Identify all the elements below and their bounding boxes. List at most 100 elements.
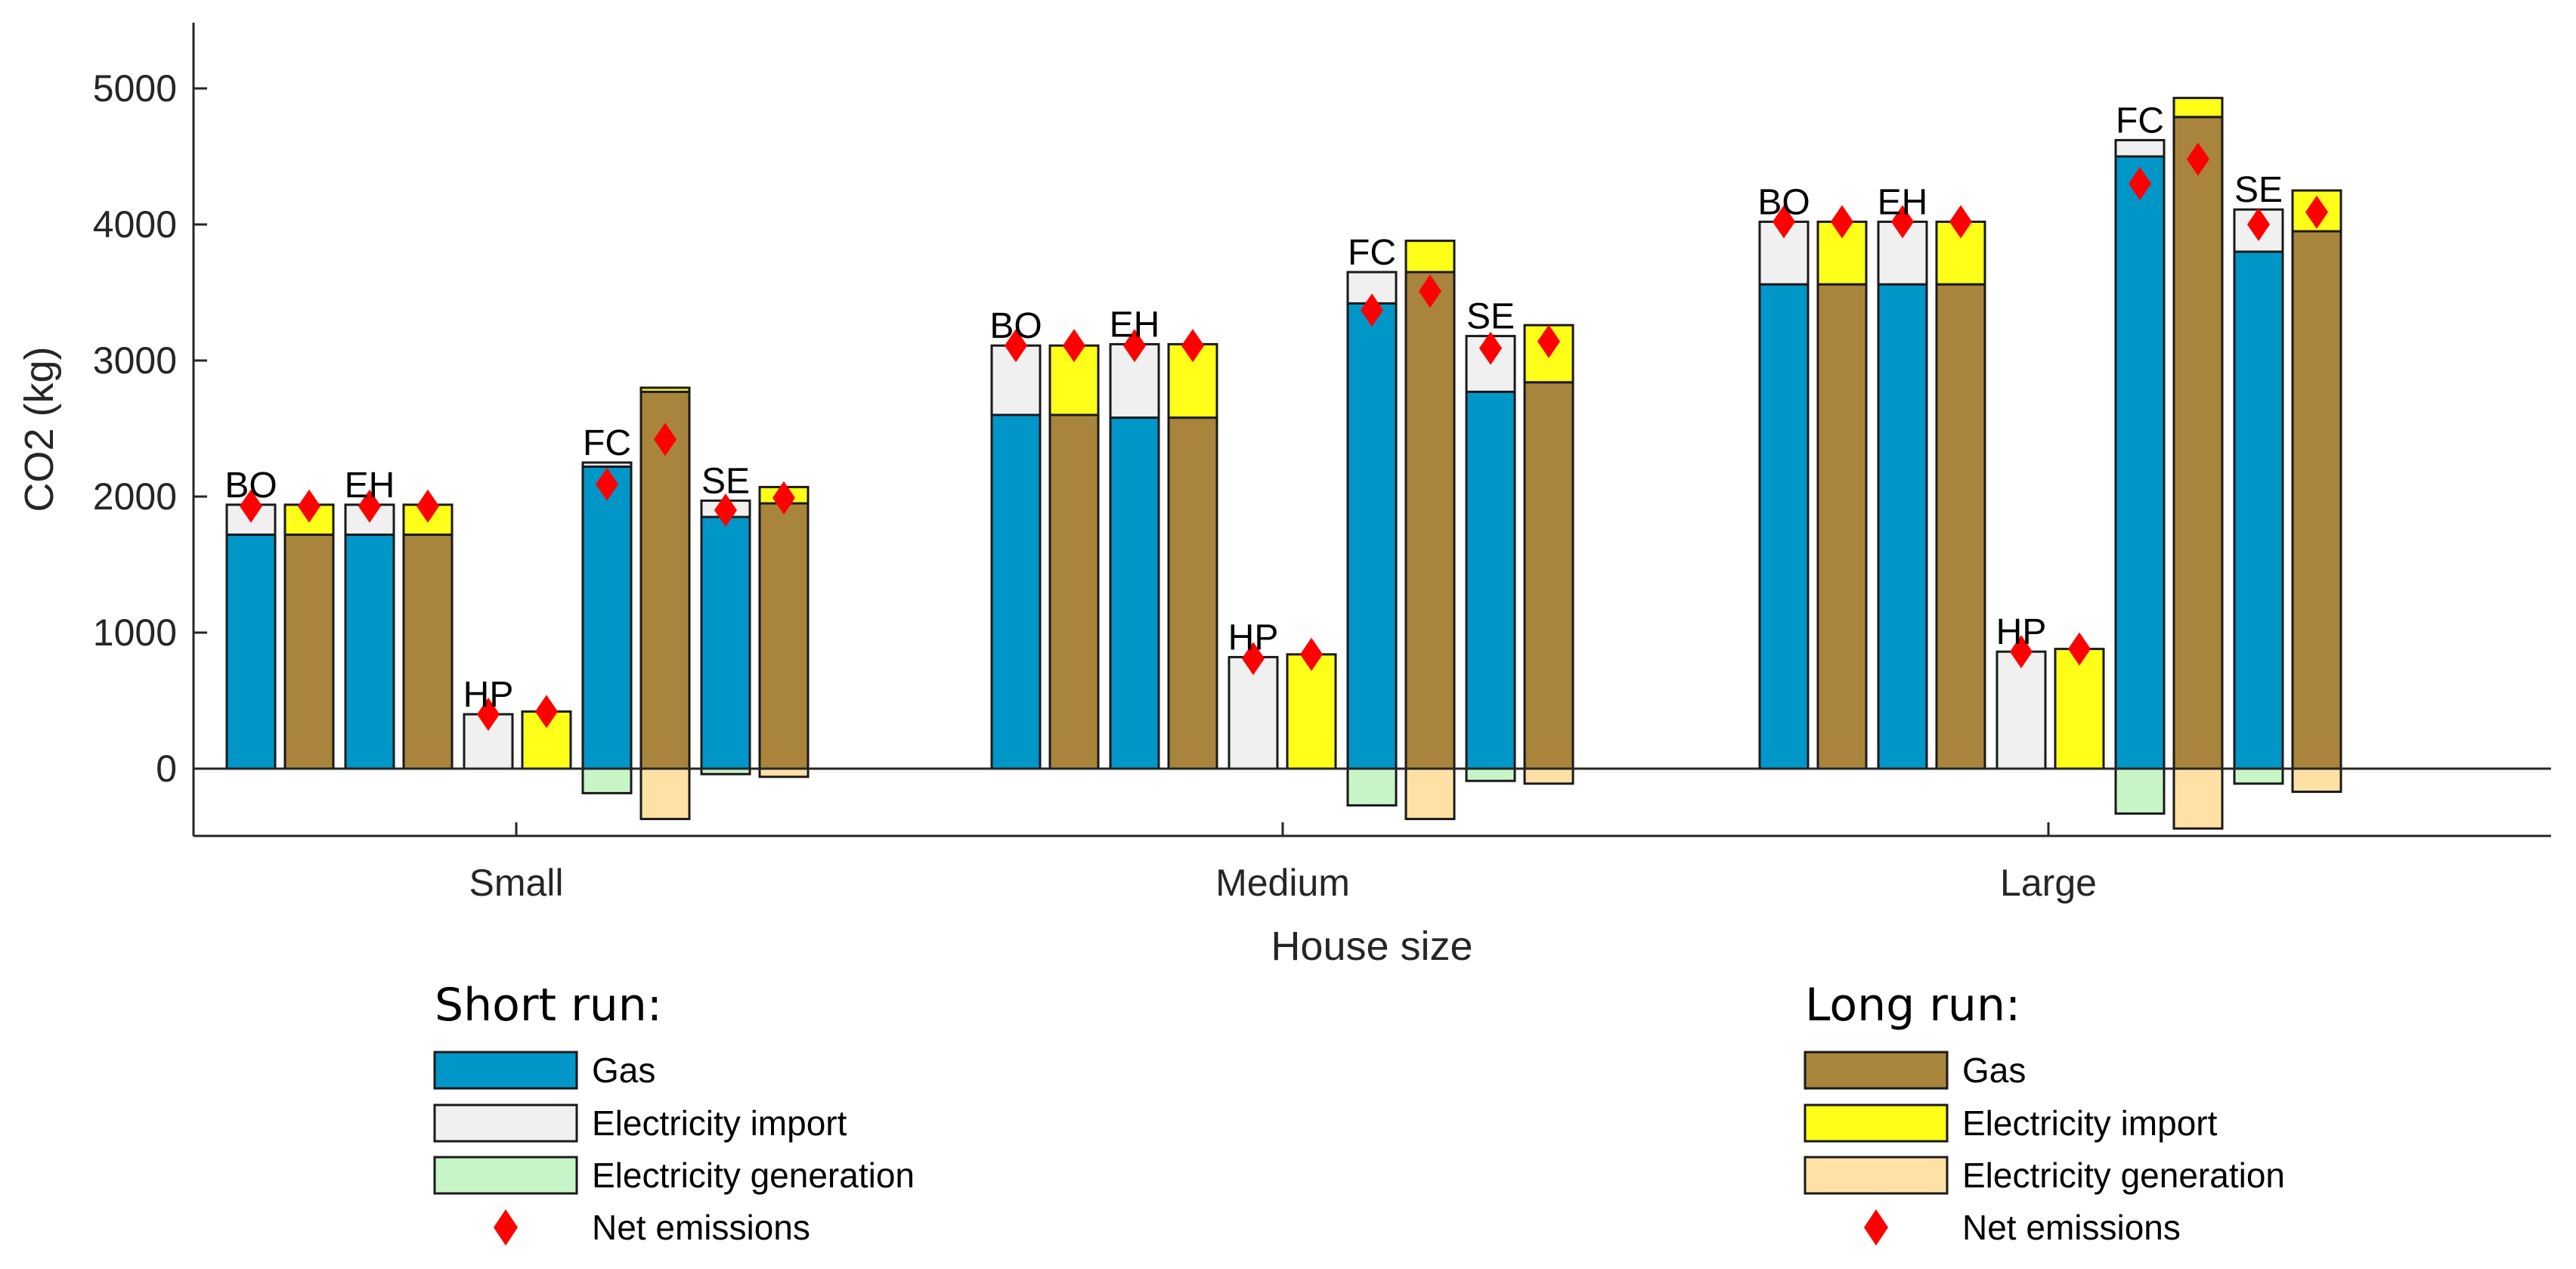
tech-labels-layer: BO EH HP FC SE BO EH HP FC SE BO EH HP FC SE [224,101,2283,715]
x-tick-label-medium: Medium [1215,862,1350,904]
bar-gas-large-eh-long [1935,283,1986,770]
tech-label-medium-eh: EH [1110,305,1160,345]
y-tick-label-4000: 4000 [93,203,177,246]
legend-long-run: Long run: Gas Electricity import Electrici… [1804,979,2285,1247]
bar-generation-medium-se-short [1465,767,1516,782]
tech-label-medium-hp: HP [1228,617,1279,658]
legend-long-label-3: Net emissions [1962,1208,2181,1247]
net-marker-medium-bo-long [1063,329,1085,363]
net-marker-large-fc-short [2129,167,2151,200]
net-marker-medium-eh-short [1123,329,1146,363]
y-tick-label-5000: 5000 [93,67,177,110]
legend-short-swatch-2 [433,1156,578,1195]
bar-generation-small-fc-short [581,767,633,794]
net-marker-large-hp-short [2010,635,2033,669]
tech-label-large-fc: FC [2116,101,2164,141]
x-ticks-layer: Small Medium Large [469,822,2097,904]
net-marker-large-hp-long [2068,632,2091,666]
bar-generation-medium-se-long [1523,767,1574,785]
tech-label-small-bo: BO [224,466,277,506]
tech-label-large-hp: HP [1996,612,2047,652]
net-marker-medium-hp-short [1242,642,1265,676]
bar-gas-large-bo-long [1816,283,1868,770]
bar-gas-small-bo-long [283,533,335,770]
tech-label-medium-se: SE [1466,297,1515,337]
net-marker-small-eh-short [358,489,381,523]
net-marker-medium-eh-long [1181,329,1204,363]
tech-label-large-bo: BO [1757,182,1810,222]
bar-generation-large-se-long [2291,767,2342,794]
bar-import-large-hp-short [1995,650,2047,770]
net-marker-large-fc-long [2187,142,2209,176]
bar-generation-small-fc-long [639,767,691,821]
bar-generation-large-fc-long [2172,767,2224,830]
legend-short-label-0: Gas [592,1051,655,1090]
bar-gas-large-fc-short [2114,155,2166,770]
net-marker-large-se-long [2305,195,2328,229]
bar-gas-small-se-short [700,515,751,770]
bar-gas-small-eh-long [402,533,454,770]
y-axis-title: CO2 (kg) [17,346,62,512]
net-emissions-layer [240,142,2328,731]
bar-gas-medium-fc-short [1346,302,1398,770]
bar-generation-large-se-short [2233,767,2284,785]
bar-generation-medium-fc-short [1346,767,1398,807]
bar-gas-large-se-long [2291,230,2342,770]
y-ticks-layer: 0 1000 2000 3000 4000 5000 [93,67,207,790]
bar-gas-large-eh-short [1877,283,1928,770]
legend-short-label-3: Net emissions [592,1208,810,1247]
y-tick-label-0: 0 [156,747,177,790]
net-marker-small-hp-long [535,695,558,729]
legend-short-run: Short run: Gas Electricity import Electric… [433,979,915,1247]
legend-long-entries: Gas Electricity import Electricity generat… [1804,1051,2285,1247]
net-marker-medium-se-long [1537,324,1560,358]
x-tick-label-large: Large [2000,862,2097,904]
bar-gas-large-bo-short [1758,283,1810,770]
net-marker-small-bo-short [240,489,262,523]
net-marker-medium-fc-long [1419,274,1441,308]
legend-short-label-2: Electricity generation [592,1156,915,1195]
net-marker-small-bo-long [298,489,320,523]
bar-import-large-bo-long [1816,220,1868,286]
bar-gas-medium-se-long [1523,381,1574,770]
net-marker-large-eh-long [1949,205,1972,239]
bar-gas-small-se-long [758,502,810,770]
legend-long-title: Long run: [1805,979,2020,1032]
tech-label-large-se: SE [2234,170,2283,210]
bar-import-small-fc-short [581,461,633,468]
net-marker-small-se-short [714,494,737,527]
bars-layer [225,97,2342,830]
tech-label-medium-fc: FC [1348,233,1396,273]
tech-label-small-hp: HP [463,675,514,715]
legend-short-swatch-0 [433,1051,578,1090]
legend-long-swatch-3 [1864,1209,1888,1246]
bar-gas-large-se-short [2233,250,2284,770]
bar-gas-medium-fc-long [1404,271,1456,770]
net-marker-medium-bo-short [1005,329,1027,363]
net-marker-medium-se-short [1479,331,1502,365]
legend-short-swatch-3 [494,1209,518,1246]
legend-long-swatch-2 [1804,1156,1949,1195]
tech-label-small-fc: FC [583,423,631,463]
net-marker-small-eh-long [416,489,439,523]
net-marker-medium-fc-short [1361,293,1383,327]
bar-gas-small-eh-short [344,533,395,770]
bar-gas-medium-se-short [1465,390,1516,770]
net-marker-small-fc-short [596,467,618,501]
bar-gas-medium-bo-short [990,413,1042,770]
net-marker-large-bo-long [1831,205,1853,239]
bar-import-medium-fc-short [1346,271,1398,305]
bar-generation-small-se-long [758,767,810,778]
net-marker-large-bo-short [1773,205,1795,239]
bar-import-medium-hp-short [1228,655,1279,770]
legend-long-swatch-0 [1804,1051,1949,1090]
legend-long-swatch-1 [1804,1103,1949,1143]
bar-import-large-fc-long [2172,97,2224,119]
legend-short-swatch-1 [433,1103,578,1143]
bar-gas-medium-bo-long [1048,413,1100,770]
x-tick-label-small: Small [469,862,563,904]
bar-import-small-fc-long [639,386,691,393]
bar-import-large-hp-long [2054,648,2105,770]
legend-long-label-1: Electricity import [1962,1103,2218,1143]
